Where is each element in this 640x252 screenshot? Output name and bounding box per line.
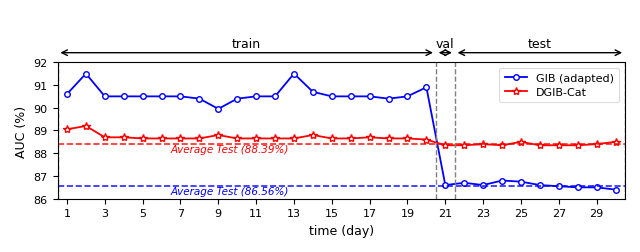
GIB (adapted) <box>555 185 563 188</box>
GIB (adapted) <box>177 96 184 99</box>
Legend: GIB (adapted), DGIB-Cat: GIB (adapted), DGIB-Cat <box>499 69 620 103</box>
GIB (adapted) <box>536 184 544 187</box>
DGIB-Cat <box>422 139 430 142</box>
GIB (adapted) <box>309 91 317 94</box>
GIB (adapted) <box>157 96 165 99</box>
DGIB-Cat <box>347 137 355 140</box>
GIB (adapted) <box>612 188 620 191</box>
GIB (adapted) <box>574 186 582 189</box>
DGIB-Cat <box>517 141 525 144</box>
GIB (adapted) <box>214 108 222 111</box>
DGIB-Cat <box>479 143 487 146</box>
GIB (adapted) <box>404 96 412 99</box>
GIB (adapted) <box>498 179 506 182</box>
Text: val: val <box>436 38 454 51</box>
DGIB-Cat <box>290 137 298 140</box>
GIB (adapted) <box>366 96 374 99</box>
Y-axis label: AUC (%): AUC (%) <box>15 105 28 157</box>
DGIB-Cat <box>555 144 563 147</box>
DGIB-Cat <box>593 143 600 146</box>
X-axis label: time (day): time (day) <box>308 224 374 237</box>
Line: DGIB-Cat: DGIB-Cat <box>63 122 620 150</box>
GIB (adapted) <box>139 96 147 99</box>
DGIB-Cat <box>460 144 468 147</box>
Line: GIB (adapted): GIB (adapted) <box>64 72 618 193</box>
DGIB-Cat <box>612 141 620 144</box>
DGIB-Cat <box>82 125 90 128</box>
DGIB-Cat <box>385 137 392 140</box>
DGIB-Cat <box>404 137 412 140</box>
GIB (adapted) <box>271 96 279 99</box>
Text: test: test <box>528 38 552 51</box>
GIB (adapted) <box>328 96 335 99</box>
DGIB-Cat <box>101 136 109 139</box>
DGIB-Cat <box>63 128 71 131</box>
Text: Average Test (86.56%): Average Test (86.56%) <box>171 186 289 196</box>
GIB (adapted) <box>347 96 355 99</box>
GIB (adapted) <box>593 186 600 189</box>
DGIB-Cat <box>177 137 184 140</box>
DGIB-Cat <box>196 137 204 140</box>
DGIB-Cat <box>536 144 544 147</box>
GIB (adapted) <box>290 73 298 76</box>
GIB (adapted) <box>422 86 430 89</box>
DGIB-Cat <box>309 134 317 137</box>
GIB (adapted) <box>385 98 392 101</box>
DGIB-Cat <box>366 136 374 139</box>
DGIB-Cat <box>574 144 582 147</box>
DGIB-Cat <box>234 137 241 140</box>
DGIB-Cat <box>214 134 222 137</box>
DGIB-Cat <box>271 137 279 140</box>
DGIB-Cat <box>328 137 335 140</box>
GIB (adapted) <box>82 73 90 76</box>
GIB (adapted) <box>517 180 525 183</box>
DGIB-Cat <box>252 137 260 140</box>
GIB (adapted) <box>196 98 204 101</box>
GIB (adapted) <box>479 184 487 187</box>
GIB (adapted) <box>234 98 241 101</box>
GIB (adapted) <box>101 96 109 99</box>
GIB (adapted) <box>460 181 468 184</box>
Text: Average Test (88.39%): Average Test (88.39%) <box>171 145 289 155</box>
Text: train: train <box>232 38 261 51</box>
GIB (adapted) <box>63 93 71 96</box>
DGIB-Cat <box>139 137 147 140</box>
DGIB-Cat <box>120 136 127 139</box>
DGIB-Cat <box>157 137 165 140</box>
GIB (adapted) <box>442 184 449 187</box>
DGIB-Cat <box>498 144 506 147</box>
DGIB-Cat <box>442 144 449 147</box>
GIB (adapted) <box>252 96 260 99</box>
GIB (adapted) <box>120 96 127 99</box>
